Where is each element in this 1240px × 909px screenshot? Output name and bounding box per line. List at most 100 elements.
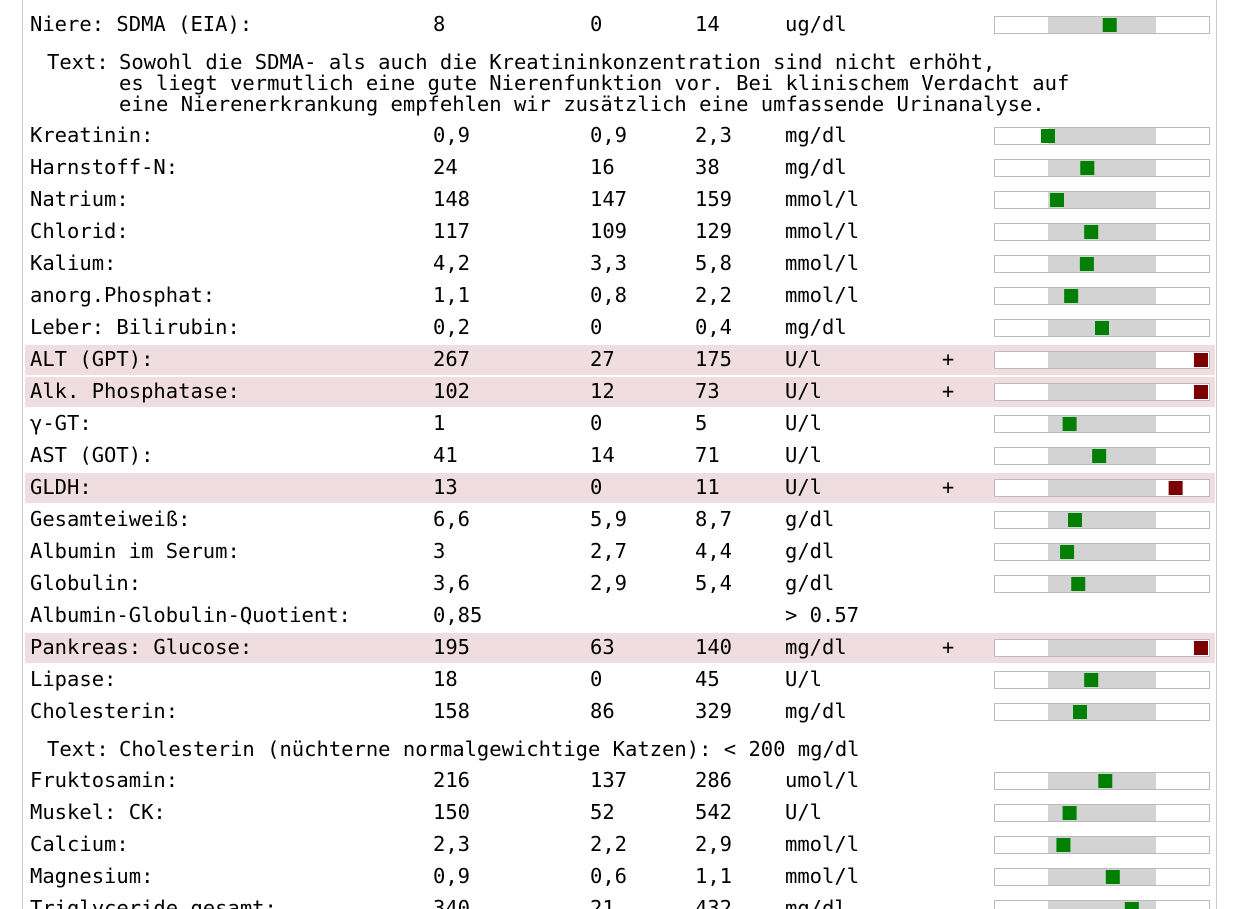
- test-name: anorg.Phosphat:: [30, 283, 215, 307]
- gauge-marker: [1056, 838, 1071, 852]
- gauge-range: [1048, 160, 1156, 176]
- text-line: Sowohl die SDMA- als auch die Kreatinink…: [119, 50, 995, 74]
- gauge-range: [1048, 837, 1156, 853]
- reference: > 0.57: [785, 603, 859, 627]
- test-name: AST (GOT):: [30, 443, 153, 467]
- gauge-range: [1048, 544, 1156, 560]
- range-low: 2,2: [590, 832, 627, 856]
- result-value: 117: [433, 219, 470, 243]
- gauge-marker: [1041, 129, 1055, 143]
- range-low: 2,7: [590, 539, 627, 563]
- unit: mmol/l: [785, 832, 859, 856]
- unit: mmol/l: [785, 283, 859, 307]
- range-low: 0: [590, 475, 602, 499]
- unit: U/l: [785, 379, 822, 403]
- test-name: GLDH:: [30, 475, 92, 499]
- test-name: γ-GT:: [30, 411, 92, 435]
- gauge-marker: [1060, 545, 1075, 559]
- gauge-marker: [1062, 417, 1077, 431]
- result-value: 102: [433, 379, 470, 403]
- range-high: 140: [695, 635, 732, 659]
- unit: U/l: [785, 800, 822, 824]
- unit: umol/l: [785, 768, 859, 792]
- result-value: 24: [433, 155, 458, 179]
- gauge-marker: [1084, 673, 1099, 687]
- result-value: 267: [433, 347, 470, 371]
- test-name: Lipase:: [30, 667, 116, 691]
- range-low: 5,9: [590, 507, 627, 531]
- test-name: Calcium:: [30, 832, 129, 856]
- result-value: 3,6: [433, 571, 470, 595]
- range-low: 0: [590, 411, 602, 435]
- range-high: 5: [695, 411, 707, 435]
- range-low: 14: [590, 443, 615, 467]
- unit: mg/dl: [785, 155, 847, 179]
- result-value: 0,9: [433, 123, 470, 147]
- unit: mmol/l: [785, 251, 859, 275]
- unit: mmol/l: [785, 219, 859, 243]
- text-line: eine Nierenerkrankung empfehlen wir zusä…: [119, 92, 1045, 116]
- range-low: 0: [590, 12, 602, 36]
- range-high: 129: [695, 219, 732, 243]
- test-name: Pankreas: Glucose:: [30, 635, 252, 659]
- gauge-marker: [1092, 449, 1107, 463]
- range-high: 73: [695, 379, 720, 403]
- gauge-range: [1048, 869, 1156, 885]
- gauge-marker: [1095, 321, 1109, 335]
- gauge-range: [1048, 576, 1156, 592]
- gauge-range: [1048, 704, 1156, 720]
- range-high: 2,9: [695, 832, 732, 856]
- range-high: 286: [695, 768, 732, 792]
- range-high: 14: [695, 12, 720, 36]
- result-value: 195: [433, 635, 470, 659]
- unit: mg/dl: [785, 315, 847, 339]
- range-high: 5,4: [695, 571, 732, 595]
- range-high: 2,3: [695, 123, 732, 147]
- result-value: 41: [433, 443, 458, 467]
- test-name: Globulin:: [30, 571, 141, 595]
- unit: mmol/l: [785, 864, 859, 888]
- text-label: Text:: [47, 50, 109, 74]
- range-high: 159: [695, 187, 732, 211]
- gauge-marker: [1050, 193, 1064, 207]
- unit: U/l: [785, 411, 822, 435]
- test-name: Leber: Bilirubin:: [30, 315, 240, 339]
- test-name: Cholesterin:: [30, 699, 178, 723]
- text-line: Cholesterin (nüchterne normalgewichtige …: [119, 737, 860, 761]
- gauge-marker: [1084, 225, 1099, 239]
- flag: +: [942, 379, 954, 403]
- result-value: 2,3: [433, 832, 470, 856]
- range-low: 16: [590, 155, 615, 179]
- text-line: es liegt vermutlich eine gute Nierenfunk…: [119, 71, 1069, 95]
- range-low: 0: [590, 315, 602, 339]
- gauge-range: [1048, 192, 1156, 208]
- gauge-marker: [1194, 641, 1208, 655]
- test-name: Kalium:: [30, 251, 116, 275]
- range-high: 38: [695, 155, 720, 179]
- test-name: Muskel: CK:: [30, 800, 166, 824]
- gauge-marker: [1079, 257, 1094, 271]
- range-low: 0,8: [590, 283, 627, 307]
- gauge-range: [1048, 17, 1156, 33]
- gauge-range: [1048, 480, 1156, 496]
- test-name: Natrium:: [30, 187, 129, 211]
- result-value: 216: [433, 768, 470, 792]
- result-value: 0,85: [433, 603, 482, 627]
- gauge-range: [1048, 256, 1156, 272]
- result-value: 1,1: [433, 283, 470, 307]
- test-name: ALT (GPT):: [30, 347, 153, 371]
- text-label: Text:: [47, 737, 109, 761]
- range-low: 2,9: [590, 571, 627, 595]
- unit: U/l: [785, 475, 822, 499]
- result-value: 1: [433, 411, 445, 435]
- gauge-range: [1048, 672, 1156, 688]
- result-value: 158: [433, 699, 470, 723]
- range-low: 109: [590, 219, 627, 243]
- result-value: 148: [433, 187, 470, 211]
- unit: U/l: [785, 667, 822, 691]
- range-low: 86: [590, 699, 615, 723]
- gauge-marker: [1073, 705, 1087, 719]
- range-high: 175: [695, 347, 732, 371]
- gauge-range: [1048, 224, 1156, 240]
- unit: mg/dl: [785, 896, 847, 909]
